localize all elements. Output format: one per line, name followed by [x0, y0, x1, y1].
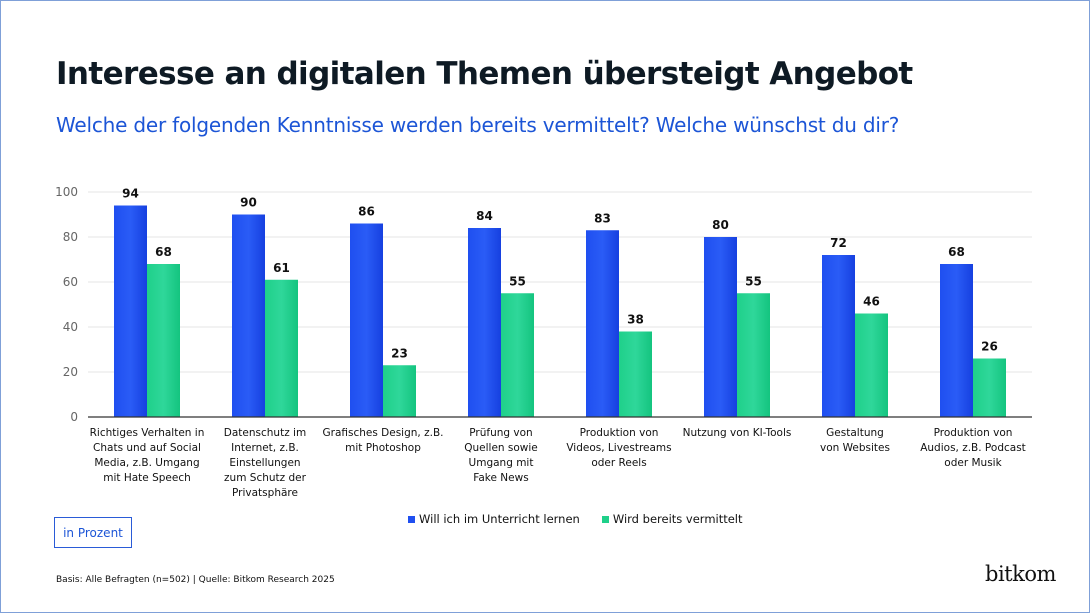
bar-will-lernen	[940, 264, 973, 417]
x-category-label-line: Einstellungen	[229, 457, 300, 469]
x-category-label: Grafisches Design, z.B. mit Photoshop	[323, 427, 444, 454]
data-label: 61	[273, 261, 290, 275]
bar-wird-vermittelt	[383, 365, 416, 417]
source-footnote: Basis: Alle Befragten (n=502) | Quelle: …	[56, 575, 335, 585]
legend-swatch-green	[601, 515, 609, 523]
x-category-label-line: Fake News	[473, 472, 528, 484]
data-label: 38	[627, 313, 644, 327]
data-label: 90	[240, 196, 257, 210]
bar-will-lernen	[114, 205, 147, 417]
x-category-label: Richtiges Verhalten in Chats und auf Soci…	[90, 427, 205, 484]
x-category-label: Nutzung von KI-Tools	[683, 427, 792, 439]
y-tick-label: 0	[70, 410, 78, 424]
x-category-label-line: Umgang mit	[469, 457, 534, 469]
y-tick-label: 40	[63, 320, 78, 334]
unit-label-box: in Prozent	[54, 517, 132, 548]
data-label: 55	[509, 274, 526, 288]
data-label: 68	[948, 245, 965, 259]
x-category-label: Datenschutz im Internet, z.B. Einstellunge…	[224, 427, 307, 499]
x-category-label-line: zum Schutz der	[224, 472, 307, 484]
bar-will-lernen	[704, 237, 737, 417]
x-category-label-line: Richtiges Verhalten in	[90, 427, 205, 439]
x-category-label-line: Privatsphäre	[232, 487, 298, 499]
bar-wird-vermittelt	[147, 264, 180, 417]
x-category-label-line: Produktion von	[934, 427, 1013, 439]
y-tick-label: 60	[63, 275, 78, 289]
x-category-label-line: Gestaltung	[826, 427, 884, 439]
data-label: 23	[391, 346, 408, 360]
legend: Will ich im Unterricht lernen Wird berei…	[408, 512, 743, 526]
legend-swatch-blue	[408, 515, 415, 523]
y-tick-label: 20	[63, 365, 78, 379]
x-category-label-line: Grafisches Design, z.B.	[323, 427, 444, 439]
y-tick-label: 100	[55, 185, 78, 199]
bar-wird-vermittelt	[501, 293, 534, 417]
legend-label: Will ich im Unterricht lernen	[419, 512, 580, 526]
x-category-label-line: Media, z.B. Umgang	[94, 457, 199, 469]
bitkom-logo: bitkom	[985, 562, 1056, 586]
x-category-label-line: Datenschutz im	[224, 427, 306, 439]
bar-will-lernen	[822, 255, 855, 417]
data-label: 80	[712, 218, 729, 232]
bar-will-lernen	[468, 228, 501, 417]
legend-item-taught: Wird bereits vermittelt	[601, 512, 743, 526]
data-label: 94	[122, 187, 139, 201]
bar-wird-vermittelt	[973, 358, 1006, 417]
legend-label: Wird bereits vermittelt	[612, 512, 743, 526]
x-category-label-line: mit Photoshop	[345, 442, 421, 454]
x-category-label: Produktion von Videos, Livestreams oder Re…	[566, 427, 671, 469]
bar-wird-vermittelt	[737, 293, 770, 417]
x-category-label-line: mit Hate Speech	[103, 472, 191, 484]
bar-wird-vermittelt	[855, 313, 888, 417]
bar-wird-vermittelt	[265, 279, 298, 417]
x-category-label-line: oder Reels	[591, 457, 646, 469]
x-category-label-line: Audios, z.B. Podcast	[920, 442, 1026, 454]
x-category-label: Produktion von Audios, z.B. Podcast oder M…	[920, 427, 1026, 469]
data-label: 72	[830, 236, 847, 250]
x-category-label-line: von Websites	[820, 442, 890, 454]
x-category-label-line: Nutzung von KI-Tools	[683, 427, 792, 439]
x-category-label-line: oder Musik	[944, 457, 1002, 469]
x-category-label-line: Internet, z.B.	[231, 442, 299, 454]
x-category-label-line: Chats und auf Social	[93, 442, 201, 454]
bar-will-lernen	[232, 214, 265, 417]
y-tick-label: 80	[63, 230, 78, 244]
chart-subtitle: Welche der folgenden Kenntnisse werden b…	[56, 113, 900, 137]
data-label: 86	[358, 205, 375, 219]
bar-wird-vermittelt	[619, 331, 652, 417]
x-category-label: Prüfung von Quellen sowie Umgang mit Fake N…	[464, 427, 538, 484]
data-label: 55	[745, 274, 762, 288]
x-category-label: Gestaltung von Websites	[820, 427, 890, 454]
data-label: 83	[594, 211, 611, 225]
chart-title: Interesse an digitalen Themen übersteigt…	[56, 56, 913, 92]
data-label: 26	[981, 340, 998, 354]
x-category-label-line: Quellen sowie	[464, 442, 538, 454]
x-category-label-line: Videos, Livestreams	[566, 442, 671, 454]
x-category-label-line: Produktion von	[580, 427, 659, 439]
data-label: 84	[476, 209, 493, 223]
legend-item-wish: Will ich im Unterricht lernen	[408, 512, 580, 526]
bar-will-lernen	[586, 230, 619, 417]
bar-will-lernen	[350, 223, 383, 417]
x-category-label-line: Prüfung von	[469, 427, 532, 439]
data-label: 46	[863, 295, 880, 309]
data-label: 68	[155, 245, 172, 259]
